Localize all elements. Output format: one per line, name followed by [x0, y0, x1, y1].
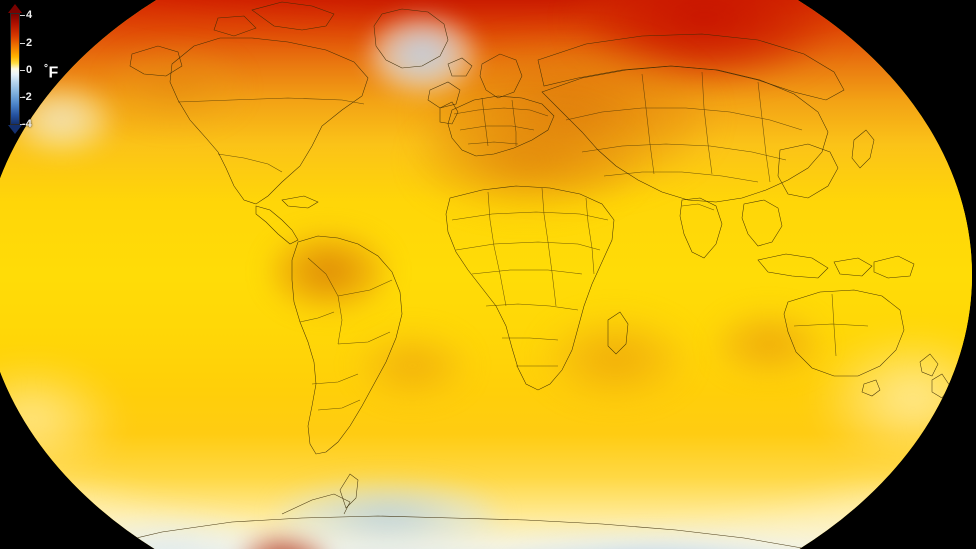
- colorbar-gradient-bar: [10, 13, 20, 125]
- anomaly-region-east-limb-cool: [813, 332, 972, 463]
- colorbar-label-2: 2: [26, 37, 33, 49]
- anomaly-region-indian-ocean: [546, 318, 685, 398]
- anomaly-region-sahara-north-africa: [417, 108, 636, 211]
- coastline-paths: [101, 1, 951, 549]
- anomaly-region-australia-interior: [714, 311, 824, 377]
- colorbar-label-4: 4: [26, 9, 33, 21]
- colorbar-tick-2: [20, 43, 25, 44]
- anomaly-region-northeast-pacific-cool: [11, 87, 111, 153]
- anomaly-region-brazil-amazon: [269, 231, 388, 312]
- political-border-paths: [177, 71, 869, 411]
- anomaly-region-southern-limb-rim: [1, 462, 953, 549]
- anomaly-region-northeast-pacific-warm: [110, 51, 240, 124]
- colorbar-tick-minus-4: [20, 124, 25, 125]
- fahrenheit-letter: F: [48, 64, 59, 82]
- colorbar-tick-minus-2: [20, 97, 25, 98]
- colorbar-min-extend-arrow-icon: [8, 125, 22, 134]
- colorbar-label-minus-4: -4: [22, 118, 32, 130]
- temperature-anomaly-colorbar: 4 2 0 -2 -4 °F: [8, 4, 118, 140]
- colorbar-unit-label: °F: [44, 63, 59, 82]
- colorbar-label-minus-2: -2: [22, 91, 32, 103]
- colorbar-max-extend-arrow-icon: [8, 4, 22, 13]
- colorbar-label-0: 0: [26, 64, 33, 76]
- anomaly-region-south-atlantic: [358, 332, 468, 398]
- colorbar-tick-0: [20, 70, 25, 71]
- colorbar-tick-4: [20, 15, 25, 16]
- anomaly-region-north-atlantic-cold-blob: [368, 15, 477, 95]
- degree-symbol: °: [44, 63, 49, 74]
